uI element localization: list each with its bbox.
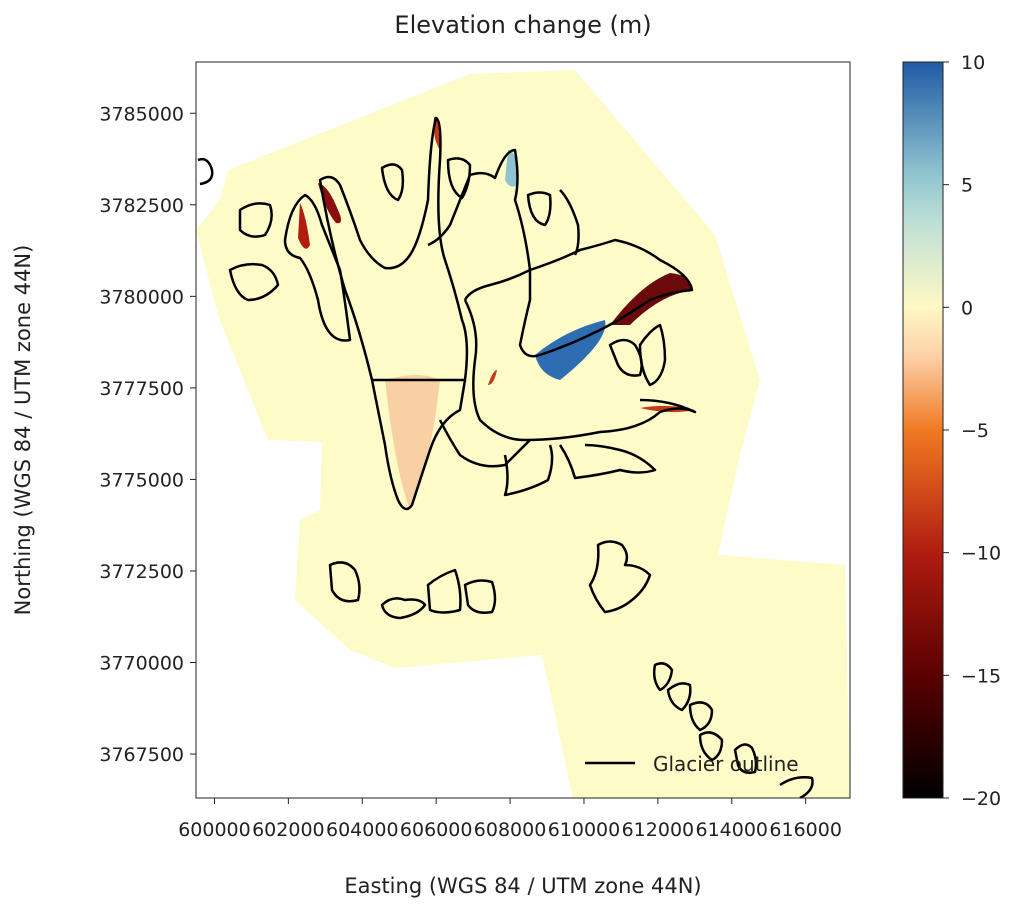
map-raster xyxy=(196,70,850,798)
colorbar-tick-label: 0 xyxy=(961,297,973,319)
dem-footprint xyxy=(196,70,850,798)
glacier-zone-red-3 xyxy=(488,370,497,385)
y-axis-label: Northing (WGS 84 / UTM zone 44N) xyxy=(11,245,35,616)
legend: Glacier outline xyxy=(585,752,799,776)
x-tick-label: 614000 xyxy=(695,819,768,841)
y-tick-label: 3780000 xyxy=(99,286,184,308)
y-tick-label: 3775000 xyxy=(99,469,184,491)
x-tick-label: 612000 xyxy=(622,819,695,841)
glacier-tongue-1 xyxy=(298,203,310,249)
colorbar-tick-label: −10 xyxy=(961,543,1001,565)
colorbar-tick-label: 5 xyxy=(961,175,973,197)
chart-title: Elevation change (m) xyxy=(394,11,651,39)
x-tick-label: 602000 xyxy=(252,819,325,841)
y-tick-label: 3782500 xyxy=(99,195,184,217)
x-tick-label: 616000 xyxy=(769,819,842,841)
colorbar-ticks: 10 5 0 −5 −10 −15 −20 xyxy=(943,52,1001,810)
glacier-tongue-2 xyxy=(318,183,342,224)
colorbar xyxy=(902,61,944,799)
x-tick-label: 604000 xyxy=(326,819,399,841)
x-tick-label: 600000 xyxy=(178,819,251,841)
legend-label: Glacier outline xyxy=(653,752,799,776)
colorbar-tick-label: −20 xyxy=(961,788,1001,810)
y-tick-label: 3777500 xyxy=(99,378,184,400)
y-tick-label: 3770000 xyxy=(99,653,184,675)
glacier-zone-salmon xyxy=(385,375,440,510)
colorbar-tick-label: −15 xyxy=(961,665,1001,687)
x-axis-label: Easting (WGS 84 / UTM zone 44N) xyxy=(344,874,701,898)
y-tick-label: 3767500 xyxy=(99,744,184,766)
x-axis: 600000 602000 604000 606000 608000 610000 6120… xyxy=(178,798,842,841)
x-tick-label: 606000 xyxy=(400,819,473,841)
plot-area-frame xyxy=(195,61,851,799)
y-tick-label: 3772500 xyxy=(99,561,184,583)
x-tick-label: 608000 xyxy=(474,819,547,841)
glacier-zone-blue-1 xyxy=(505,150,518,187)
colorbar-tick-label: 10 xyxy=(961,52,985,74)
x-tick-label: 610000 xyxy=(548,819,621,841)
colorbar-tick-label: −5 xyxy=(961,420,989,442)
y-axis: 3785000 3782500 3780000 3777500 3775000 37725… xyxy=(99,103,196,766)
glacier-outlines xyxy=(197,116,814,798)
y-tick-label: 3785000 xyxy=(99,103,184,125)
